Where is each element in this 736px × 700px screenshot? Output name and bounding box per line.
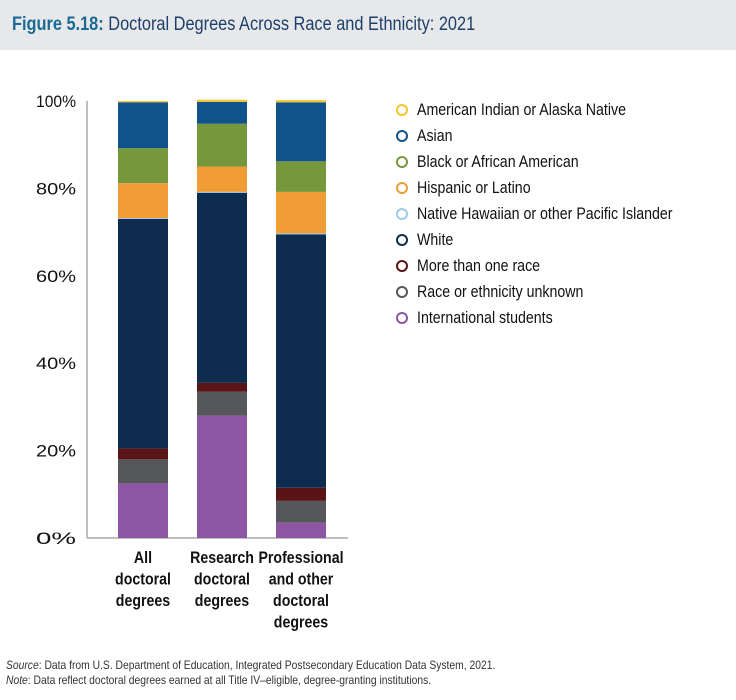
figure-footer: Source: Data from U.S. Department of Edu… [6,658,495,688]
bar-segment-black-or-african-american [276,161,326,192]
legend-marker-icon [396,260,408,272]
y-tick-label: 60% [36,267,76,286]
source-text: : Data from U.S. Department of Education… [38,658,496,672]
figure-title: Figure 5.18: Doctoral Degrees Across Rac… [12,14,475,36]
y-tick-label: 40% [36,354,76,373]
note-label: Note [6,673,28,687]
legend-label: More than one race [417,256,541,275]
source-label: Source [6,658,39,672]
legend-label: Black or African American [417,152,579,171]
note-line: Note: Data reflect doctoral degrees earn… [6,673,495,688]
legend-marker-icon [396,286,408,298]
figure-header: Figure 5.18: Doctoral Degrees Across Rac… [0,0,736,50]
legend-item-more-than-one-race: More than one race [396,253,714,279]
note-text: : Data reflect doctoral degrees earned a… [27,673,432,687]
y-tick-label: 0% [36,529,76,548]
legend-label: International students [417,308,553,327]
legend-marker-icon [396,234,408,246]
x-tick-label: doctoral [115,571,171,589]
bar-segment-white [276,234,326,488]
bar-segment-international-students [118,483,168,538]
figure-label: Figure 5.18: [12,14,104,35]
legend-item-white: White [396,227,714,253]
bar-segment-hispanic-or-latino [276,191,326,234]
legend-label: Hispanic or Latino [417,178,531,197]
bar-segment-more-than-one-race [118,448,168,460]
legend-label: American Indian or Alaska Native [417,100,627,119]
bar-segment-black-or-african-american [197,123,247,167]
legend-item-race-or-ethnicity-unknown: Race or ethnicity unknown [396,279,714,305]
stacked-bar-chart: 0% 20% 40% 60% 80% 100% All doctoral degrees Rese… [36,92,348,632]
x-tick-label: Professional [258,549,343,567]
bar-segment-asian [197,101,247,124]
bar-segment-american-indian-or-alaska-native [118,101,168,103]
legend-marker-icon [396,208,408,220]
y-tick-label: 100% [36,92,76,111]
x-tick-label: Research [190,549,254,567]
legend-item-american-indian-or-alaska-native: American Indian or Alaska Native [396,97,714,123]
bar-segment-international-students [276,522,326,538]
bar-segment-white [197,192,247,383]
bar-segment-native-hawaiian-or-other-pacific-islander [197,191,247,193]
legend-marker-icon [396,312,408,324]
legend-marker-icon [396,182,408,194]
bar-segment-hispanic-or-latino [197,166,247,192]
bar-segment-race-or-ethnicity-unknown [197,391,247,416]
bar-segment-race-or-ethnicity-unknown [276,500,326,523]
legend-label: Asian [417,126,453,145]
chart-legend: American Indian or Alaska Native Asian Bla… [396,97,714,331]
bar-segment-asian [276,102,326,162]
bar-segment-american-indian-or-alaska-native [197,99,247,102]
bar-segment-black-or-african-american [118,148,168,184]
legend-item-hispanic-or-latino: Hispanic or Latino [396,175,714,201]
legend-item-international-students: International students [396,305,714,331]
legend-label: Race or ethnicity unknown [417,282,584,301]
x-tick-label: and other [269,571,334,589]
bar-segment-native-hawaiian-or-other-pacific-islander [276,233,326,235]
x-tick-label: doctoral [273,592,329,610]
x-tick-label: degrees [116,592,170,610]
y-tick-label: 20% [36,442,76,461]
y-tick-label: 80% [36,179,76,198]
x-tick-label: doctoral [194,571,250,589]
legend-label: White [417,230,454,249]
legend-label: Native Hawaiian or other Pacific Islande… [417,204,673,223]
legend-marker-icon [396,104,408,116]
legend-item-native-hawaiian-or-other-pacific-islander: Native Hawaiian or other Pacific Islande… [396,201,714,227]
legend-item-asian: Asian [396,123,714,149]
x-tick-label: degrees [274,614,328,632]
x-tick-label: degrees [195,592,249,610]
bar-segment-native-hawaiian-or-other-pacific-islander [118,218,168,219]
bar-segment-american-indian-or-alaska-native [276,100,326,103]
bar-segment-more-than-one-race [276,487,326,501]
bar-segment-more-than-one-race [197,382,247,392]
bar-segment-asian [118,102,168,149]
bar-segment-white [118,218,168,449]
figure-title-text: Doctoral Degrees Across Race and Ethnici… [108,14,476,35]
bar-segment-race-or-ethnicity-unknown [118,459,168,484]
legend-marker-icon [396,156,408,168]
bar-segment-international-students [197,415,247,538]
bar-segment-hispanic-or-latino [118,183,168,219]
x-tick-label: All [134,549,152,567]
source-line: Source: Data from U.S. Department of Edu… [6,658,495,673]
legend-marker-icon [396,130,408,142]
legend-item-black-or-african-american: Black or African American [396,149,714,175]
